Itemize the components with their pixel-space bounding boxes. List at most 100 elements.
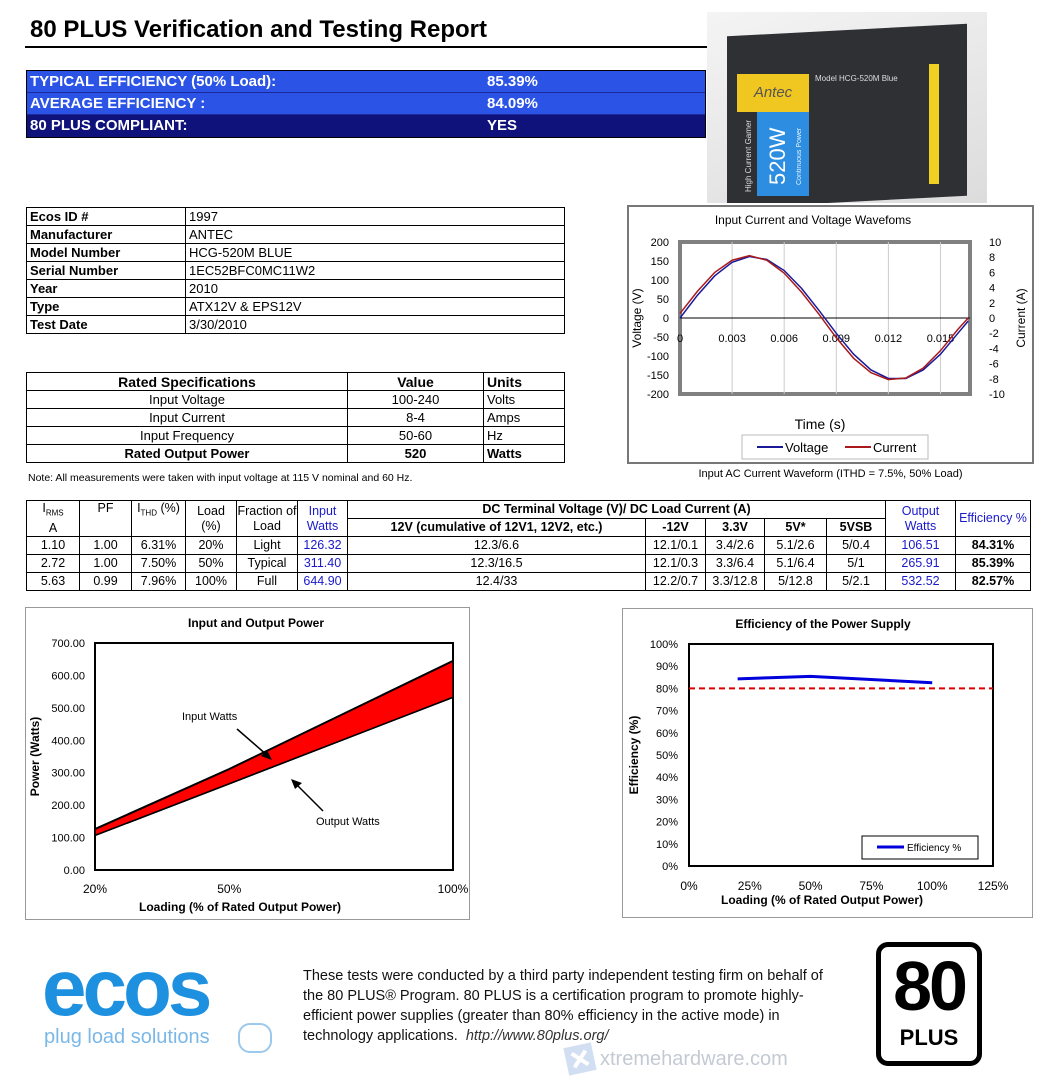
cell-5vsb: 5/1: [826, 554, 886, 573]
x-axis-label: Time (s): [795, 416, 846, 432]
wattage-label: 520W: [765, 127, 790, 185]
info-row: Manufacturer ANTEC: [26, 225, 565, 244]
measurement-note: Note: All measurements were taken with i…: [28, 472, 413, 484]
cell-3v3: 3.3/12.8: [705, 572, 765, 591]
efficiency-summary: TYPICAL EFFICIENCY (50% Load): 85.39% AVE…: [26, 70, 706, 138]
spec-name: Input Frequency: [26, 426, 348, 445]
chart-title: Efficiency of the Power Supply: [735, 617, 911, 631]
spec-name: Rated Output Power: [26, 444, 348, 463]
cell-3v3: 3.3/6.4: [705, 554, 765, 573]
brand-label: Antec: [737, 74, 809, 112]
spec-units: Hz: [483, 426, 565, 445]
info-row: Test Date 3/30/2010: [26, 315, 565, 334]
y2-tick-label: -2: [989, 328, 999, 340]
x-axis-label: Loading (% of Rated Output Power): [721, 893, 923, 907]
y-tick-label: 0.00: [64, 865, 85, 877]
x-tick-label: 0.012: [875, 333, 903, 345]
y-tick-label: 60%: [656, 728, 678, 740]
y-tick-label: 100%: [650, 639, 678, 651]
efficiency-chart: Efficiency of the Power Supply 0% 10% 20% 30…: [627, 617, 1009, 907]
x-tick-label: 50%: [217, 882, 241, 896]
cell-fraction: Full: [236, 572, 298, 591]
header-irms: IRMS A: [26, 500, 80, 537]
cell-input-watts: 126.32: [297, 536, 348, 555]
header-efficiency: Efficiency %: [955, 500, 1031, 537]
header-12v: 12V (cumulative of 12V1, 12V2, etc.): [347, 518, 646, 537]
info-value: 3/30/2010: [185, 315, 565, 334]
test-results-table: IRMS A PF ITHD (%) Load (%) Fraction of L…: [26, 500, 1031, 591]
y-tick-label: 200: [651, 237, 669, 249]
header-5vsb: 5VSB: [826, 518, 886, 537]
y-tick-label: 50: [657, 294, 669, 306]
y-tick-label: -100: [647, 351, 669, 363]
cell-pf: 1.00: [79, 536, 132, 555]
chart-title: Input and Output Power: [188, 616, 324, 630]
series-input-watts-line: [94, 659, 454, 830]
product-photo: Antec High Current Gamer 520W Continuous…: [707, 12, 987, 203]
waveform-chart: Input Current and Voltage Wavefoms 0 0.003…: [630, 213, 1028, 460]
x-tick-label: 50%: [799, 879, 823, 893]
header-output-watts: Output Watts: [885, 500, 956, 537]
x-tick-label: 0.003: [718, 333, 746, 345]
header-minus12v: -12V: [645, 518, 706, 537]
y-tick-label: 40%: [656, 772, 678, 784]
cell-output-watts: 265.91: [885, 554, 956, 573]
summary-row: TYPICAL EFFICIENCY (50% Load): 85.39%: [27, 71, 705, 93]
legend-label: Voltage: [785, 440, 828, 455]
spec-row: Input Frequency 50-60 Hz: [26, 426, 565, 445]
summary-row: AVERAGE EFFICIENCY : 84.09%: [27, 93, 705, 115]
info-row: Ecos ID #1997: [26, 207, 565, 226]
series-current-line: [679, 254, 969, 381]
cell-load: 100%: [185, 572, 237, 591]
header-cell: Rated Specifications: [26, 372, 348, 391]
cell-ithd: 6.31%: [131, 536, 186, 555]
info-value: ANTEC: [185, 225, 565, 244]
info-label: Test Date: [26, 315, 186, 334]
y-tick-label: 70%: [656, 706, 678, 718]
spec-units: Watts: [483, 444, 565, 463]
y2-tick-label: -4: [989, 343, 999, 355]
x-tick-label: 0: [677, 333, 683, 345]
80plus-link[interactable]: http://www.80plus.org/: [465, 1028, 609, 1044]
spec-name: Input Current: [26, 408, 348, 427]
title-divider: [25, 46, 707, 48]
table-header: Rated Specifications Value Units: [26, 372, 565, 391]
annotation-output-watts: Output Watts: [316, 816, 380, 828]
x-tick-label: 0.006: [770, 333, 798, 345]
y-tick-label: 90%: [656, 661, 678, 673]
table-subheader: 12V (cumulative of 12V1, 12V2, etc.) -12…: [27, 518, 1031, 537]
outlet-icon: [238, 1023, 272, 1053]
cell-load: 50%: [185, 554, 237, 573]
info-label: Manufacturer: [26, 225, 186, 244]
annotation-input-watts: Input Watts: [182, 711, 238, 723]
y-tick-label: 10%: [656, 839, 678, 851]
x-tick-label: 75%: [859, 879, 883, 893]
cell-load: 20%: [185, 536, 237, 555]
x-tick-label: 100%: [438, 882, 469, 896]
header-cell: Units: [483, 372, 565, 391]
y2-tick-label: 6: [989, 267, 995, 279]
cell-ithd: 7.96%: [131, 572, 186, 591]
cell-input-watts: 644.90: [297, 572, 348, 591]
y2-tick-label: 2: [989, 298, 995, 310]
arrowhead: [261, 750, 272, 760]
summary-label: AVERAGE EFFICIENCY :: [30, 95, 206, 112]
x-tick-label: 0.009: [823, 333, 851, 345]
y-tick-label: 300.00: [51, 768, 85, 780]
cell-pf: 1.00: [79, 554, 132, 573]
y-tick-label: 600.00: [51, 670, 85, 682]
y2-tick-label: -8: [989, 374, 999, 386]
info-row: Year 2010: [26, 279, 565, 298]
cell-5v: 5.1/2.6: [764, 536, 827, 555]
header-pf: PF: [79, 500, 132, 537]
cell-fraction: Typical: [236, 554, 298, 573]
info-label: Year: [26, 279, 186, 298]
watermark: xtremehardware.com: [600, 1048, 788, 1070]
arrowhead: [291, 779, 302, 789]
header-fraction: Fraction of Load: [236, 500, 298, 537]
cell-12v: 12.4/33: [347, 572, 646, 591]
info-row: Model Number HCG-520M BLUE: [26, 243, 565, 262]
cell-5vsb: 5/0.4: [826, 536, 886, 555]
legend-label: Efficiency %: [907, 843, 961, 854]
y-tick-label: 100: [651, 275, 669, 287]
